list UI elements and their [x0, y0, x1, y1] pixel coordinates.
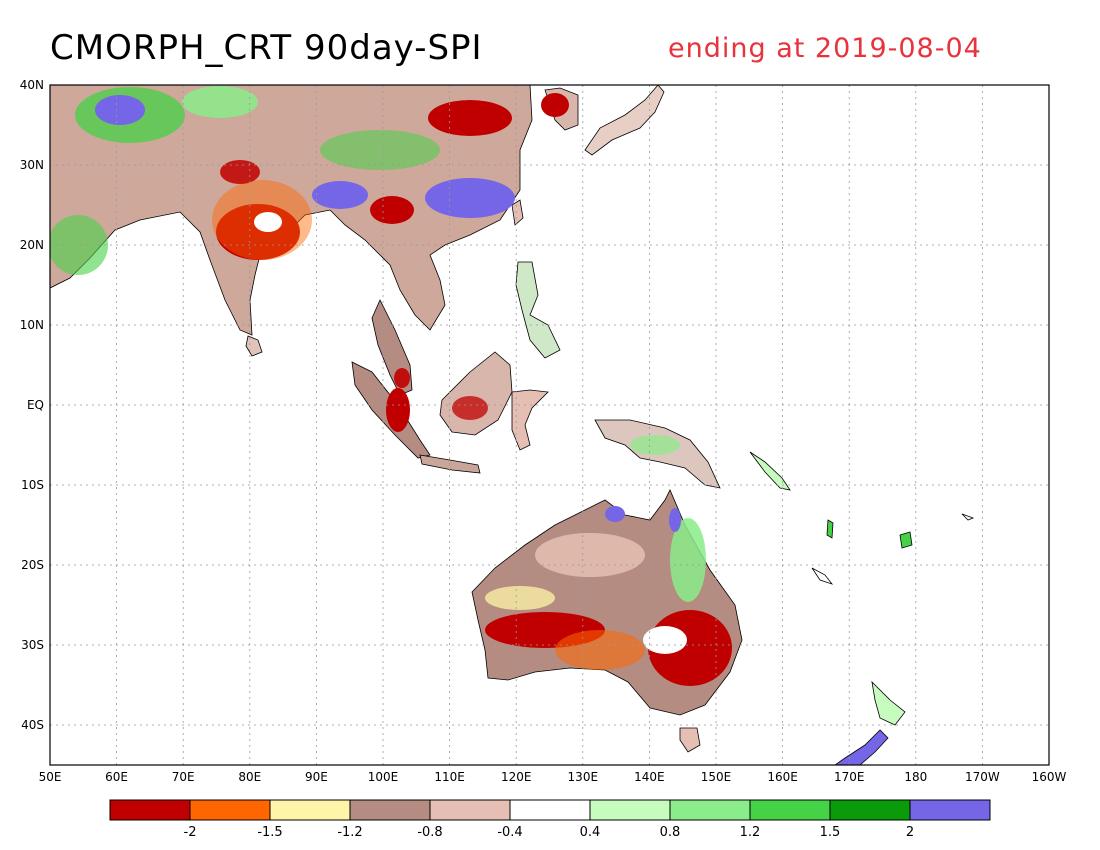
lon-tick-label: 140E — [634, 770, 665, 784]
lat-tick-label: 40S — [21, 718, 44, 732]
australia-no-data — [643, 626, 687, 654]
spi-patches — [50, 86, 732, 686]
lon-tick-label: 60E — [105, 770, 128, 784]
sumatra-dry — [386, 388, 410, 432]
lon-tick-label: 170W — [965, 770, 1000, 784]
malaya-dry — [394, 368, 410, 388]
legend-label: -0.4 — [497, 825, 522, 840]
lon-tick-label: 110E — [434, 770, 465, 784]
cape-york-very-wet — [669, 508, 681, 532]
legend-label: -2 — [184, 825, 197, 840]
lat-tick-label: 30N — [20, 158, 44, 172]
lon-tick-label: 160W — [1032, 770, 1067, 784]
lon-tick-label: 50E — [39, 770, 62, 784]
legend-swatch — [509, 799, 591, 821]
new-guinea-wet — [630, 435, 680, 455]
plot-frame — [49, 84, 1050, 766]
new-caledonia — [811, 567, 834, 585]
lon-tick-label: 150E — [701, 770, 732, 784]
borneo-dry — [452, 396, 488, 420]
himalaya-wet — [312, 181, 368, 209]
legend-label: 0.4 — [580, 825, 601, 840]
vanuatu — [826, 519, 834, 539]
lon-tick-label: 180 — [904, 770, 927, 784]
legend-swatch — [669, 799, 751, 821]
legend-swatch — [349, 799, 431, 821]
taiwan — [511, 199, 524, 226]
lon-tick-label: 160E — [767, 770, 798, 784]
australia-north — [535, 533, 645, 577]
legend-swatch — [109, 799, 191, 821]
color-legend: -2 -1.5 -1.2 -0.8 -0.4 0.4 0.8 1.2 1.5 2 — [109, 799, 991, 840]
india-no-data — [254, 212, 282, 232]
arabia-wet — [50, 215, 108, 275]
map-date: ending at 2019-08-04 — [668, 33, 982, 64]
japan — [584, 85, 665, 156]
tasmania — [679, 727, 701, 753]
south-china-wet — [425, 178, 515, 218]
lat-tick-label: EQ — [27, 398, 44, 412]
legend-label: 1.2 — [740, 825, 761, 840]
legend-swatch — [589, 799, 671, 821]
arnhem-very-wet — [605, 506, 625, 522]
axis-ticks: 50E 60E 70E 80E 90E 100E 110E 120E 130E 140E 150E 1… — [20, 78, 1067, 784]
lon-tick-label: 170E — [834, 770, 865, 784]
korea-dry — [541, 93, 569, 117]
nepal-dry — [220, 160, 260, 184]
northwest-china-wet — [182, 86, 258, 118]
legend-label: -1.2 — [337, 825, 362, 840]
legend-swatch — [189, 799, 271, 821]
philippines — [515, 261, 561, 359]
gridlines — [50, 85, 1049, 765]
indochina-dry — [370, 196, 414, 224]
legend-swatch — [269, 799, 351, 821]
lon-tick-label: 90E — [305, 770, 328, 784]
new-zealand-north — [871, 680, 906, 726]
sulawesi — [511, 389, 549, 451]
australia-moderate-dry — [555, 630, 645, 670]
lat-tick-label: 40N — [20, 78, 44, 92]
lon-tick-label: 80E — [238, 770, 261, 784]
china-wet — [320, 130, 440, 170]
china-dry — [428, 100, 512, 136]
solomon-islands — [749, 451, 791, 491]
samoa — [961, 513, 975, 521]
lon-tick-label: 100E — [368, 770, 399, 784]
lat-tick-label: 10N — [20, 318, 44, 332]
map-title: CMORPH_CRT 90day-SPI — [50, 28, 483, 68]
central-asia-very-wet — [95, 95, 145, 125]
lon-tick-label: 130E — [568, 770, 599, 784]
legend-swatch — [749, 799, 831, 821]
legend-swatch — [429, 799, 511, 821]
australia-mild-dry — [485, 586, 555, 610]
lat-tick-label: 20S — [21, 558, 44, 572]
fiji — [899, 531, 913, 549]
queensland-wet — [670, 518, 706, 602]
lat-tick-label: 10S — [21, 478, 44, 492]
legend-label: 0.8 — [660, 825, 681, 840]
legend-swatch — [909, 799, 991, 821]
lat-tick-label: 30S — [21, 638, 44, 652]
new-zealand-south — [834, 729, 889, 765]
lon-tick-label: 70E — [172, 770, 195, 784]
lat-tick-label: 20N — [20, 238, 44, 252]
legend-label: 1.5 — [820, 825, 841, 840]
legend-label: -1.5 — [257, 825, 282, 840]
legend-swatch — [829, 799, 911, 821]
lon-tick-label: 120E — [501, 770, 532, 784]
legend-label: 2 — [906, 825, 914, 840]
legend-label: -0.8 — [417, 825, 442, 840]
